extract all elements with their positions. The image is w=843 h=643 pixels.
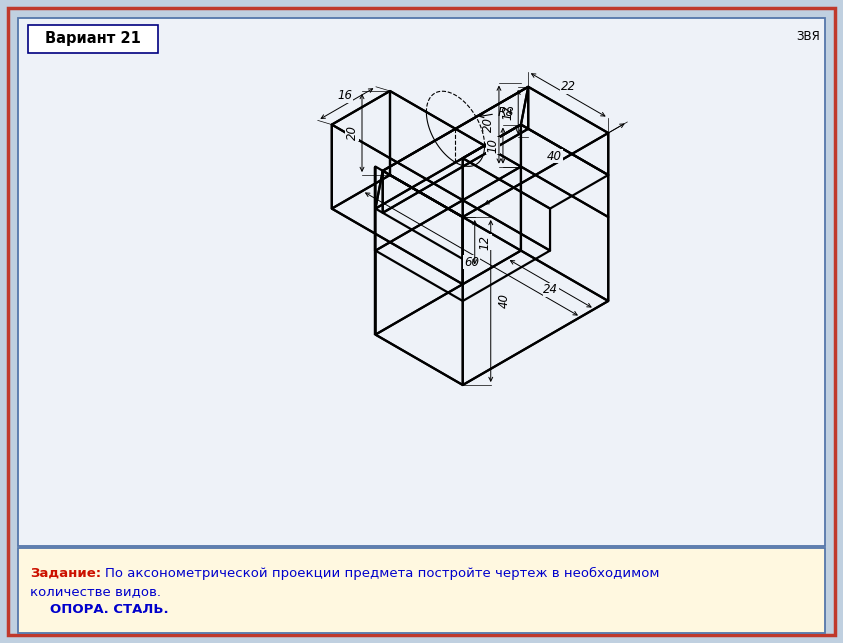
Text: ЗВЯ: ЗВЯ xyxy=(797,30,820,43)
Text: 22: 22 xyxy=(561,80,576,93)
Bar xyxy=(18,548,825,633)
Text: 16: 16 xyxy=(337,89,352,102)
Bar xyxy=(28,25,158,53)
Text: 20: 20 xyxy=(346,125,358,141)
Text: количестве видов.: количестве видов. xyxy=(30,585,161,598)
Text: 60: 60 xyxy=(464,255,479,269)
Text: Вариант 21: Вариант 21 xyxy=(45,32,141,46)
Text: 12: 12 xyxy=(502,105,515,120)
Text: 12: 12 xyxy=(478,235,491,249)
Text: По аксонометрической проекции предмета постройте чертеж в необходимом: По аксонометрической проекции предмета п… xyxy=(105,567,659,580)
Text: R8: R8 xyxy=(480,105,514,118)
Text: 40: 40 xyxy=(547,150,562,163)
Text: 40: 40 xyxy=(498,293,511,309)
Text: 20: 20 xyxy=(482,117,496,132)
Bar xyxy=(18,18,825,546)
Text: Задание:: Задание: xyxy=(30,567,101,580)
Text: ОПОРА. СТАЛЬ.: ОПОРА. СТАЛЬ. xyxy=(50,603,169,616)
Text: 24: 24 xyxy=(543,284,558,296)
Text: 10: 10 xyxy=(486,138,499,153)
